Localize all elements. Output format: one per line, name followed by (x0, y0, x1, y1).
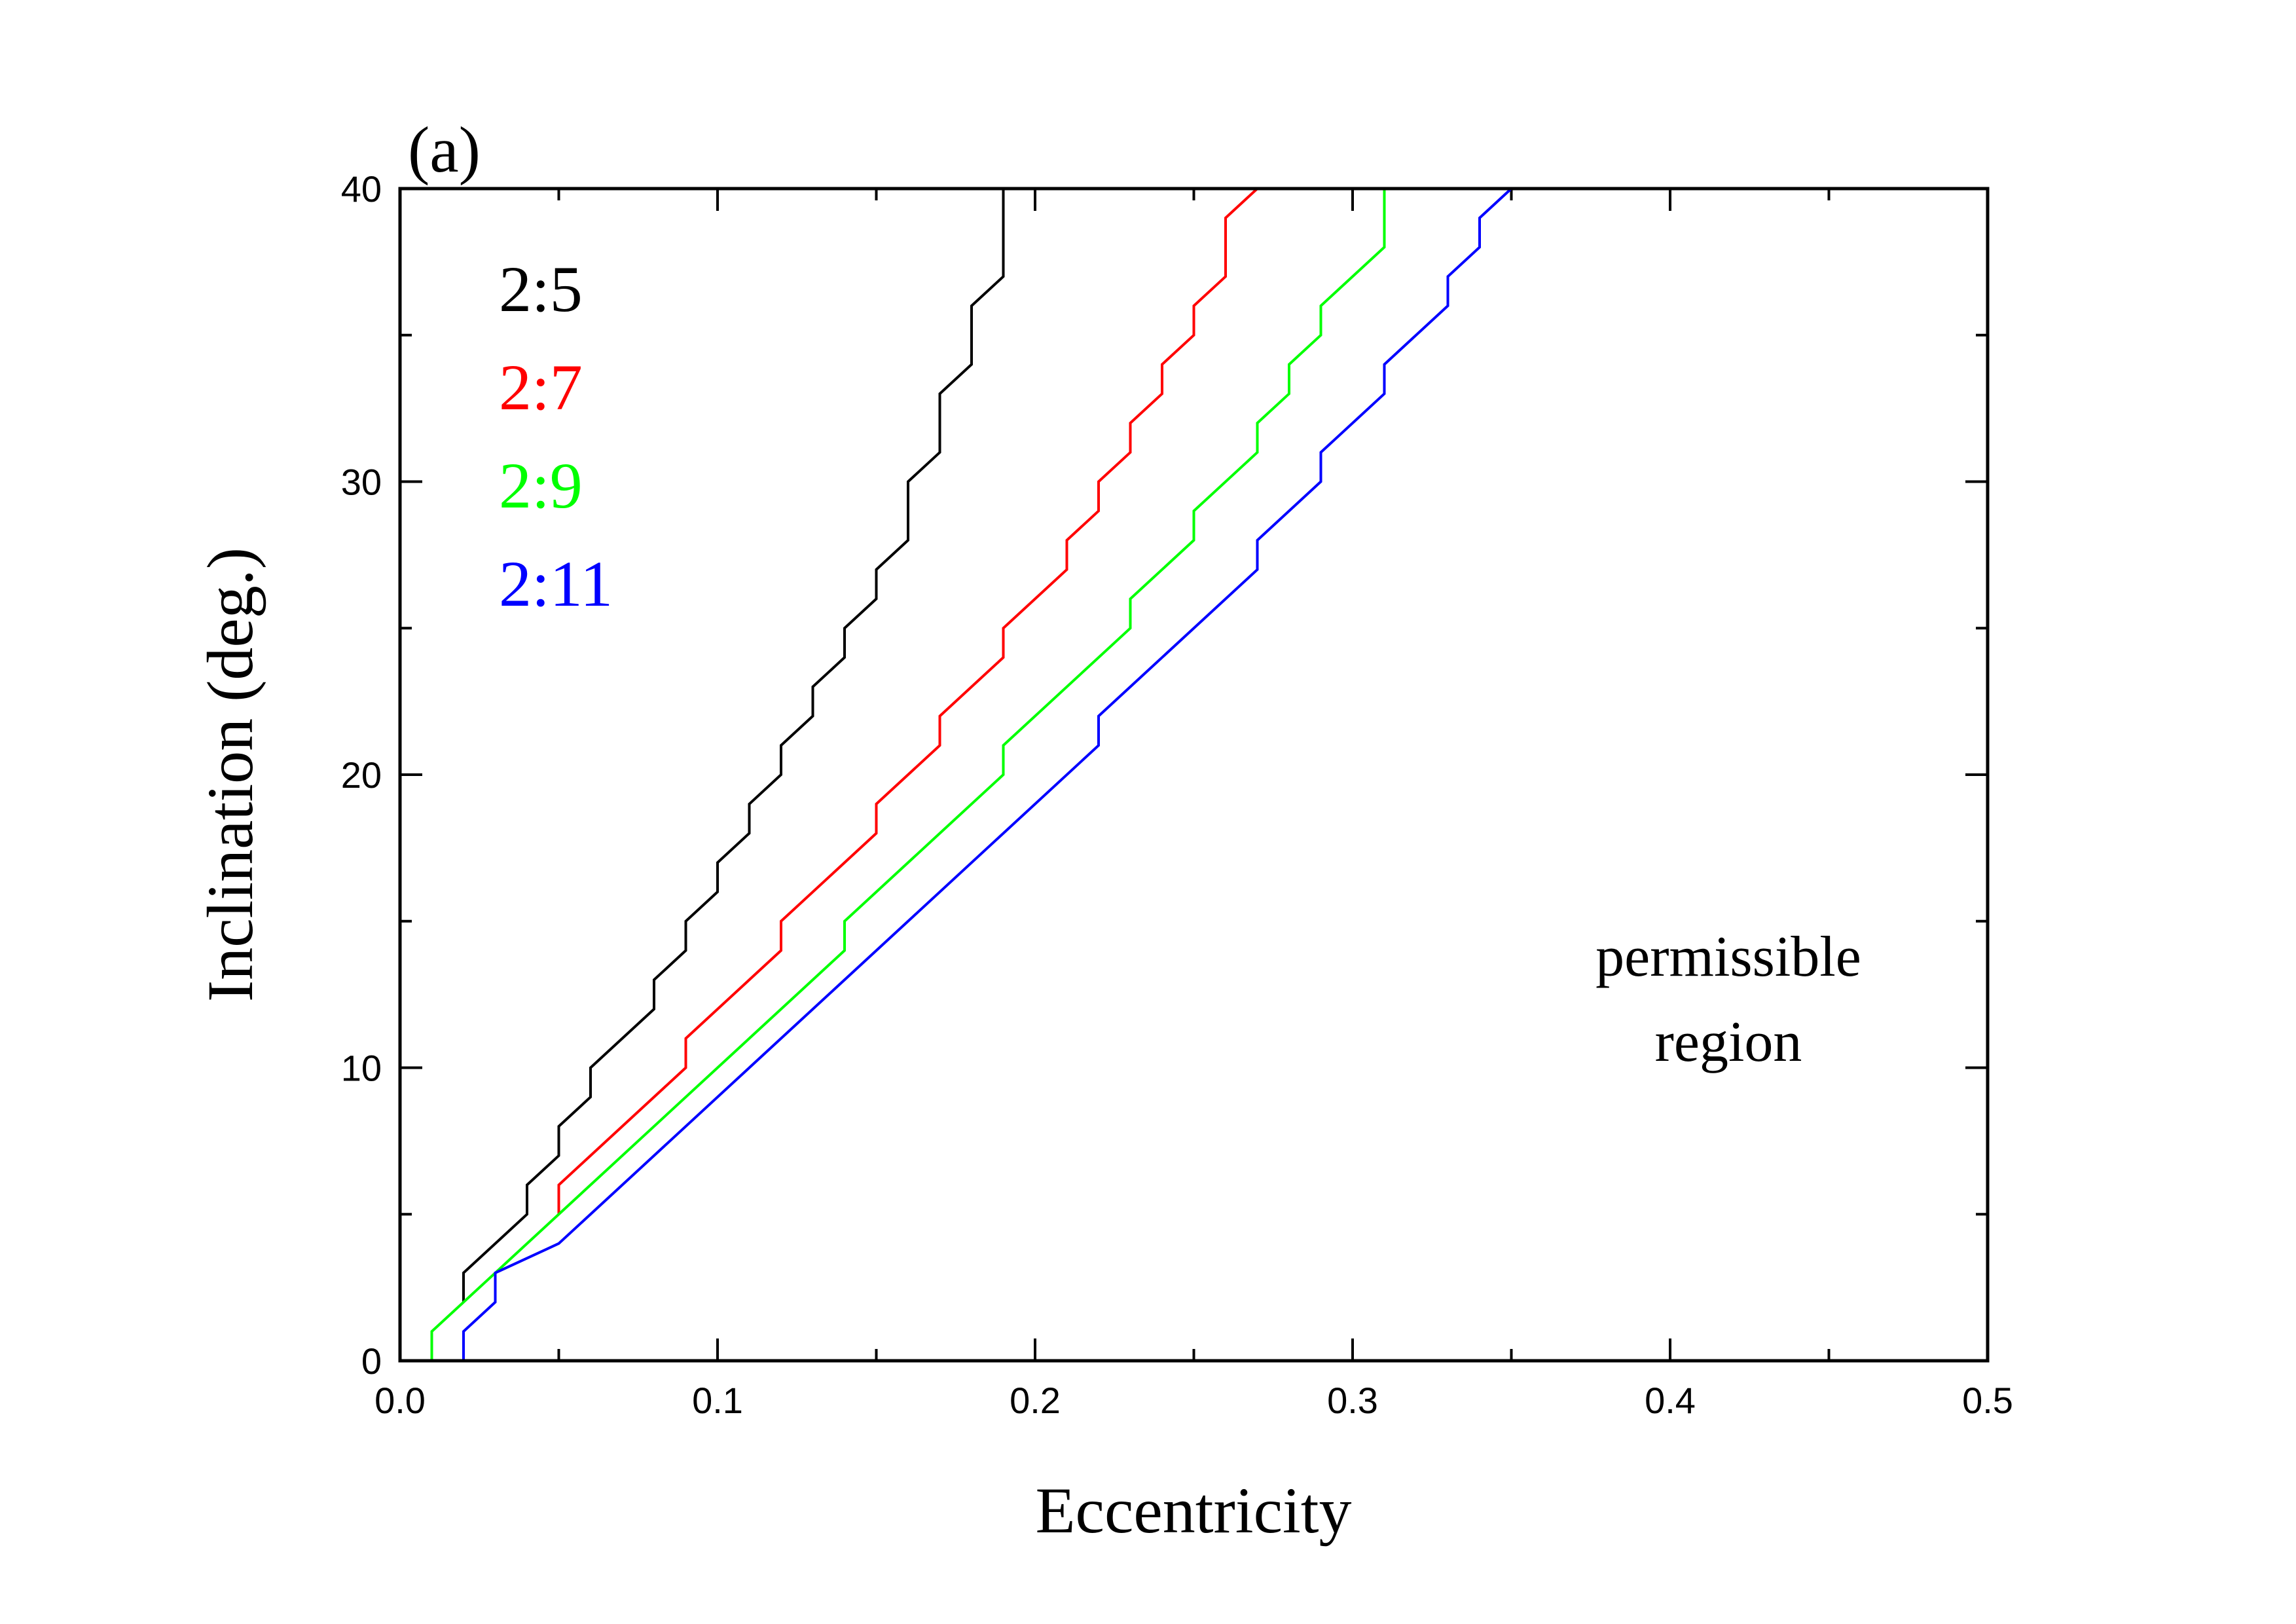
panel-label: (a) (408, 113, 481, 186)
y-tick-label: 40 (341, 168, 382, 210)
series-line-2-9 (430, 189, 1386, 1361)
x-tick-label: 0.3 (1327, 1380, 1378, 1421)
x-tick-label: 0.0 (374, 1380, 426, 1421)
x-tick-label: 0.2 (1010, 1380, 1061, 1421)
series-line-2-11 (462, 189, 1512, 1361)
x-tick-label: 0.4 (1645, 1380, 1696, 1421)
series-line-2-5 (462, 189, 1005, 1302)
x-tick-labels: 0.0 0.1 0.2 0.3 0.4 0.5 (374, 1380, 2013, 1421)
y-tick-labels: 0 10 20 30 40 (341, 168, 382, 1382)
x-tick-label: 0.5 (1962, 1380, 2013, 1421)
y-axis-label: Inclination (deg.) (194, 547, 266, 1002)
legend-entry-2-11: 2:11 (499, 547, 613, 620)
plot-frame (398, 187, 1990, 1363)
legend-entry-2-5: 2:5 (499, 253, 583, 325)
y-tick-label: 0 (361, 1340, 382, 1382)
annotation-permissible: permissible (1595, 925, 1861, 989)
series-line-2-7 (557, 189, 1258, 1215)
y-tick-label: 30 (341, 462, 382, 503)
y-tick-label: 20 (341, 754, 382, 796)
x-axis-label: Eccentricity (1035, 1474, 1351, 1547)
legend: 2:5 2:7 2:9 2:11 (499, 253, 613, 620)
x-tick-label: 0.1 (692, 1380, 743, 1421)
legend-entry-2-9: 2:9 (499, 449, 583, 522)
y-tick-label: 10 (341, 1048, 382, 1089)
series-layer (430, 189, 1512, 1361)
legend-entry-2-7: 2:7 (499, 351, 583, 424)
annotation-region: region (1655, 1010, 1802, 1074)
